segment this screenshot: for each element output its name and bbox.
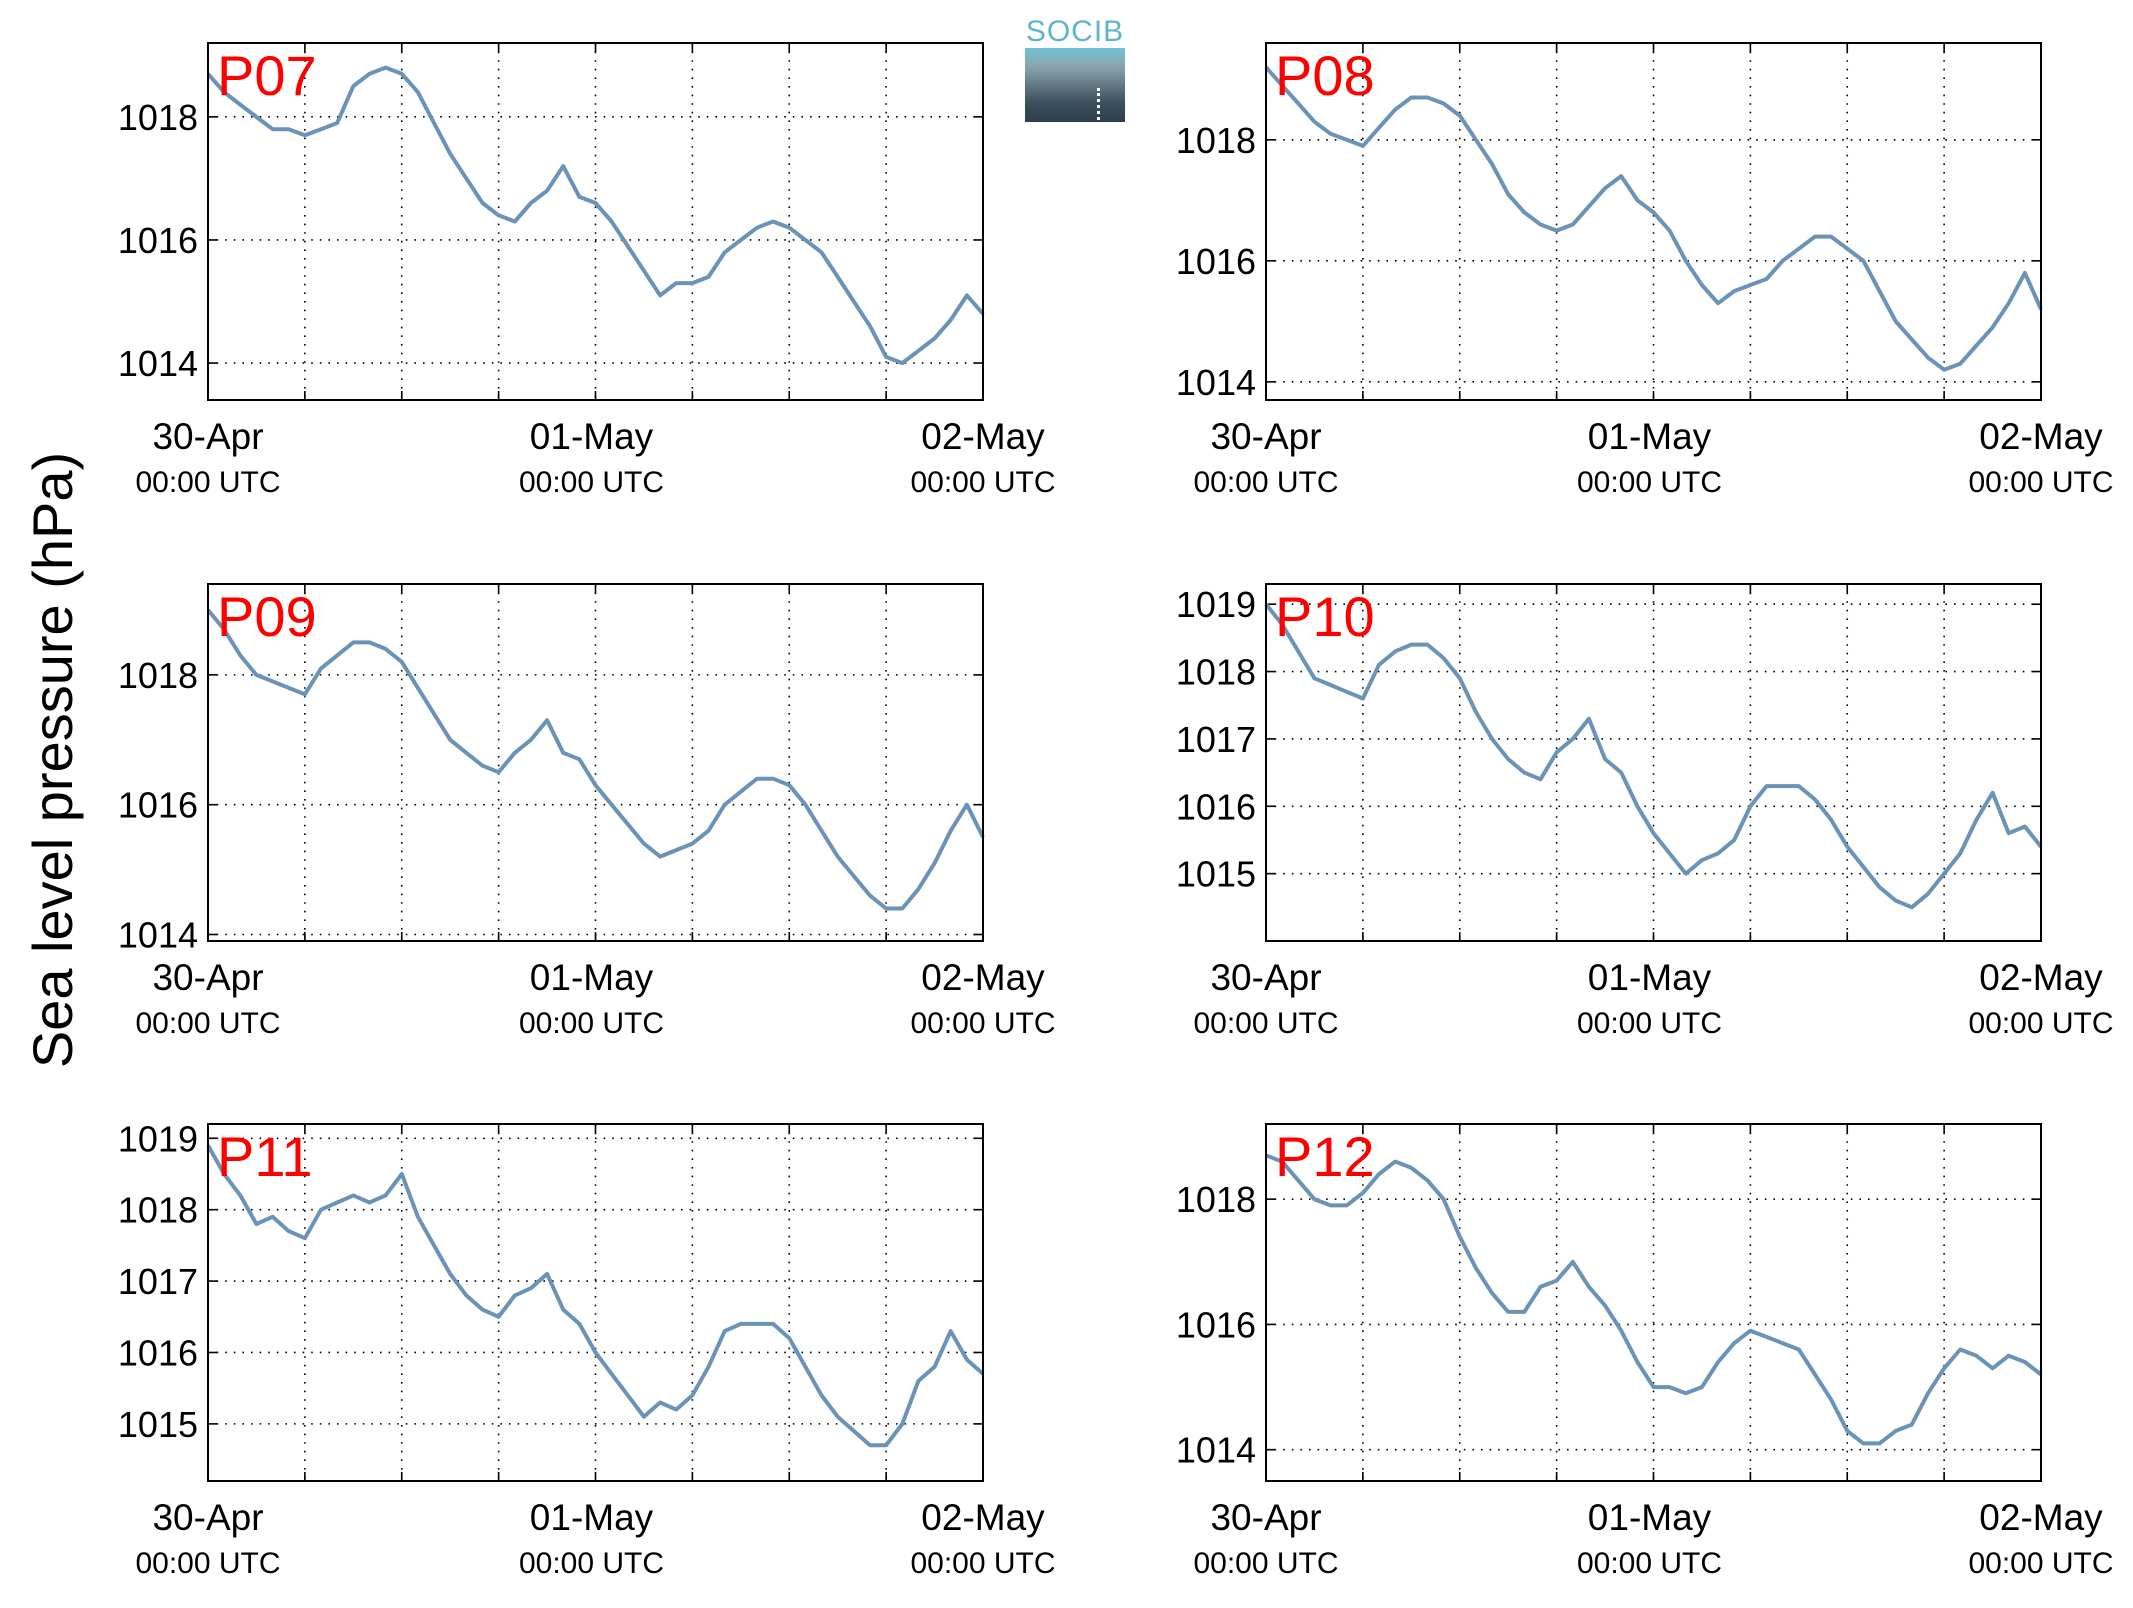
x-tick-label-date: 30-Apr (1210, 957, 1321, 998)
figure-ylabel: Sea level pressure (hPa) (21, 452, 84, 1068)
x-tick-label-date: 01-May (530, 1497, 654, 1538)
x-tick-label-date: 30-Apr (152, 1497, 263, 1538)
y-tick-label: 1019 (1176, 584, 1256, 625)
x-tick-label-time: 00:00 UTC (1577, 1007, 1722, 1040)
pressure-series-line (1265, 1153, 2043, 1446)
y-tick-label: 1018 (1176, 1179, 1256, 1220)
x-tick-label-date: 30-Apr (152, 957, 263, 998)
x-tick-label-time: 00:00 UTC (519, 466, 664, 499)
chart-panel-p12: 1014 1016 1018 P12 30-Apr 00:00 UTC 01-May 00:0… (1176, 1123, 2114, 1580)
axes-frame (207, 583, 984, 942)
y-tick-label: 1018 (118, 1190, 198, 1231)
pressure-series-line (206, 608, 985, 911)
axes-frame (1265, 583, 2042, 942)
y-tick-label: 1018 (1176, 120, 1256, 161)
x-tick-label-date: 02-May (1979, 416, 2103, 457)
station-label: P09 (217, 585, 317, 648)
chart-panel-p10: 1015 1016 1017 1018 1019 P10 30-Apr 00:00 UTC 01… (1176, 583, 2114, 1040)
y-tick-label: 1018 (1176, 652, 1256, 693)
y-tick-label: 1015 (1176, 854, 1256, 895)
socib-logo: SOCIB (1025, 15, 1125, 144)
pressure-series-line (206, 1144, 985, 1448)
x-tick-label-time: 00:00 UTC (519, 1547, 664, 1580)
x-tick-label-time: 00:00 UTC (135, 466, 280, 499)
axes-frame (207, 1123, 984, 1482)
chart-panel-p08: 1014 1016 1018 P08 30-Apr 00:00 UTC 01-May 00:0… (1176, 42, 2114, 499)
x-tick-label-date: 02-May (921, 1497, 1045, 1538)
socib-logo-image (1025, 48, 1125, 144)
x-tick-label-time: 00:00 UTC (1193, 1007, 1338, 1040)
pressure-series-line (1264, 602, 2043, 910)
x-tick-label-time: 00:00 UTC (1193, 466, 1338, 499)
y-tick-label: 1014 (118, 343, 198, 384)
x-tick-label-date: 02-May (1979, 957, 2103, 998)
x-tick-label-time: 00:00 UTC (1968, 466, 2113, 499)
y-tick-label: 1016 (1176, 1304, 1256, 1345)
y-tick-label: 1014 (118, 915, 198, 956)
y-tick-label: 1018 (118, 655, 198, 696)
x-tick-label-time: 00:00 UTC (910, 1007, 1055, 1040)
station-label: P11 (217, 1125, 312, 1188)
pressure-series-line (1264, 65, 2043, 372)
y-tick-label: 1016 (118, 1332, 198, 1373)
x-tick-label-time: 00:00 UTC (519, 1007, 664, 1040)
y-tick-label: 1014 (1176, 1430, 1256, 1471)
x-tick-label-date: 01-May (530, 957, 654, 998)
x-tick-label-date: 02-May (921, 416, 1045, 457)
chart-panel-p07: 1014 1016 1018 P07 30-Apr 00:00 UTC 01-May 00:0… (118, 42, 1056, 499)
x-tick-label-time: 00:00 UTC (910, 1547, 1055, 1580)
y-tick-label: 1015 (118, 1404, 198, 1445)
y-tick-label: 1016 (1176, 786, 1256, 827)
axes-frame (207, 42, 984, 401)
y-tick-label: 1017 (118, 1261, 198, 1302)
x-tick-label-date: 30-Apr (1210, 1497, 1321, 1538)
x-tick-label-time: 00:00 UTC (1968, 1007, 2113, 1040)
x-tick-label-date: 01-May (1588, 957, 1712, 998)
y-tick-label: 1019 (118, 1118, 198, 1159)
y-tick-label: 1016 (1176, 241, 1256, 282)
x-tick-label-time: 00:00 UTC (910, 466, 1055, 499)
y-tick-label: 1016 (118, 220, 198, 261)
x-tick-label-time: 00:00 UTC (1968, 1547, 2113, 1580)
x-tick-label-date: 01-May (1588, 416, 1712, 457)
x-tick-label-date: 01-May (1588, 1497, 1712, 1538)
chart-panel-p09: 1014 1016 1018 P09 30-Apr 00:00 UTC 01-May 00:0… (118, 583, 1056, 1040)
x-tick-label-time: 00:00 UTC (135, 1547, 280, 1580)
x-tick-label-date: 02-May (921, 957, 1045, 998)
x-tick-label-date: 02-May (1979, 1497, 2103, 1538)
y-tick-label: 1016 (118, 785, 198, 826)
axes-frame (1265, 42, 2042, 401)
axes-frame (1265, 1123, 2042, 1482)
socib-logo-text: SOCIB (1025, 15, 1125, 48)
x-tick-label-time: 00:00 UTC (1577, 466, 1722, 499)
pressure-series-line (206, 65, 985, 366)
station-label: P07 (217, 44, 317, 107)
x-tick-label-date: 30-Apr (1210, 416, 1321, 457)
x-tick-label-time: 00:00 UTC (1577, 1547, 1722, 1580)
station-label: P12 (1275, 1125, 1375, 1188)
logo-dotted-line (1097, 88, 1100, 144)
y-tick-label: 1017 (1176, 719, 1256, 760)
x-tick-label-time: 00:00 UTC (1193, 1547, 1338, 1580)
station-label: P08 (1275, 44, 1375, 107)
station-label: P10 (1275, 585, 1375, 648)
x-tick-label-time: 00:00 UTC (135, 1007, 280, 1040)
y-tick-label: 1018 (118, 97, 198, 138)
x-tick-label-date: 30-Apr (152, 416, 263, 457)
y-tick-label: 1014 (1176, 362, 1256, 403)
chart-panel-p11: 1015 1016 1017 1018 1019 P11 30-Apr 00:00 UTC 01… (118, 1118, 1056, 1580)
x-tick-label-date: 01-May (530, 416, 654, 457)
